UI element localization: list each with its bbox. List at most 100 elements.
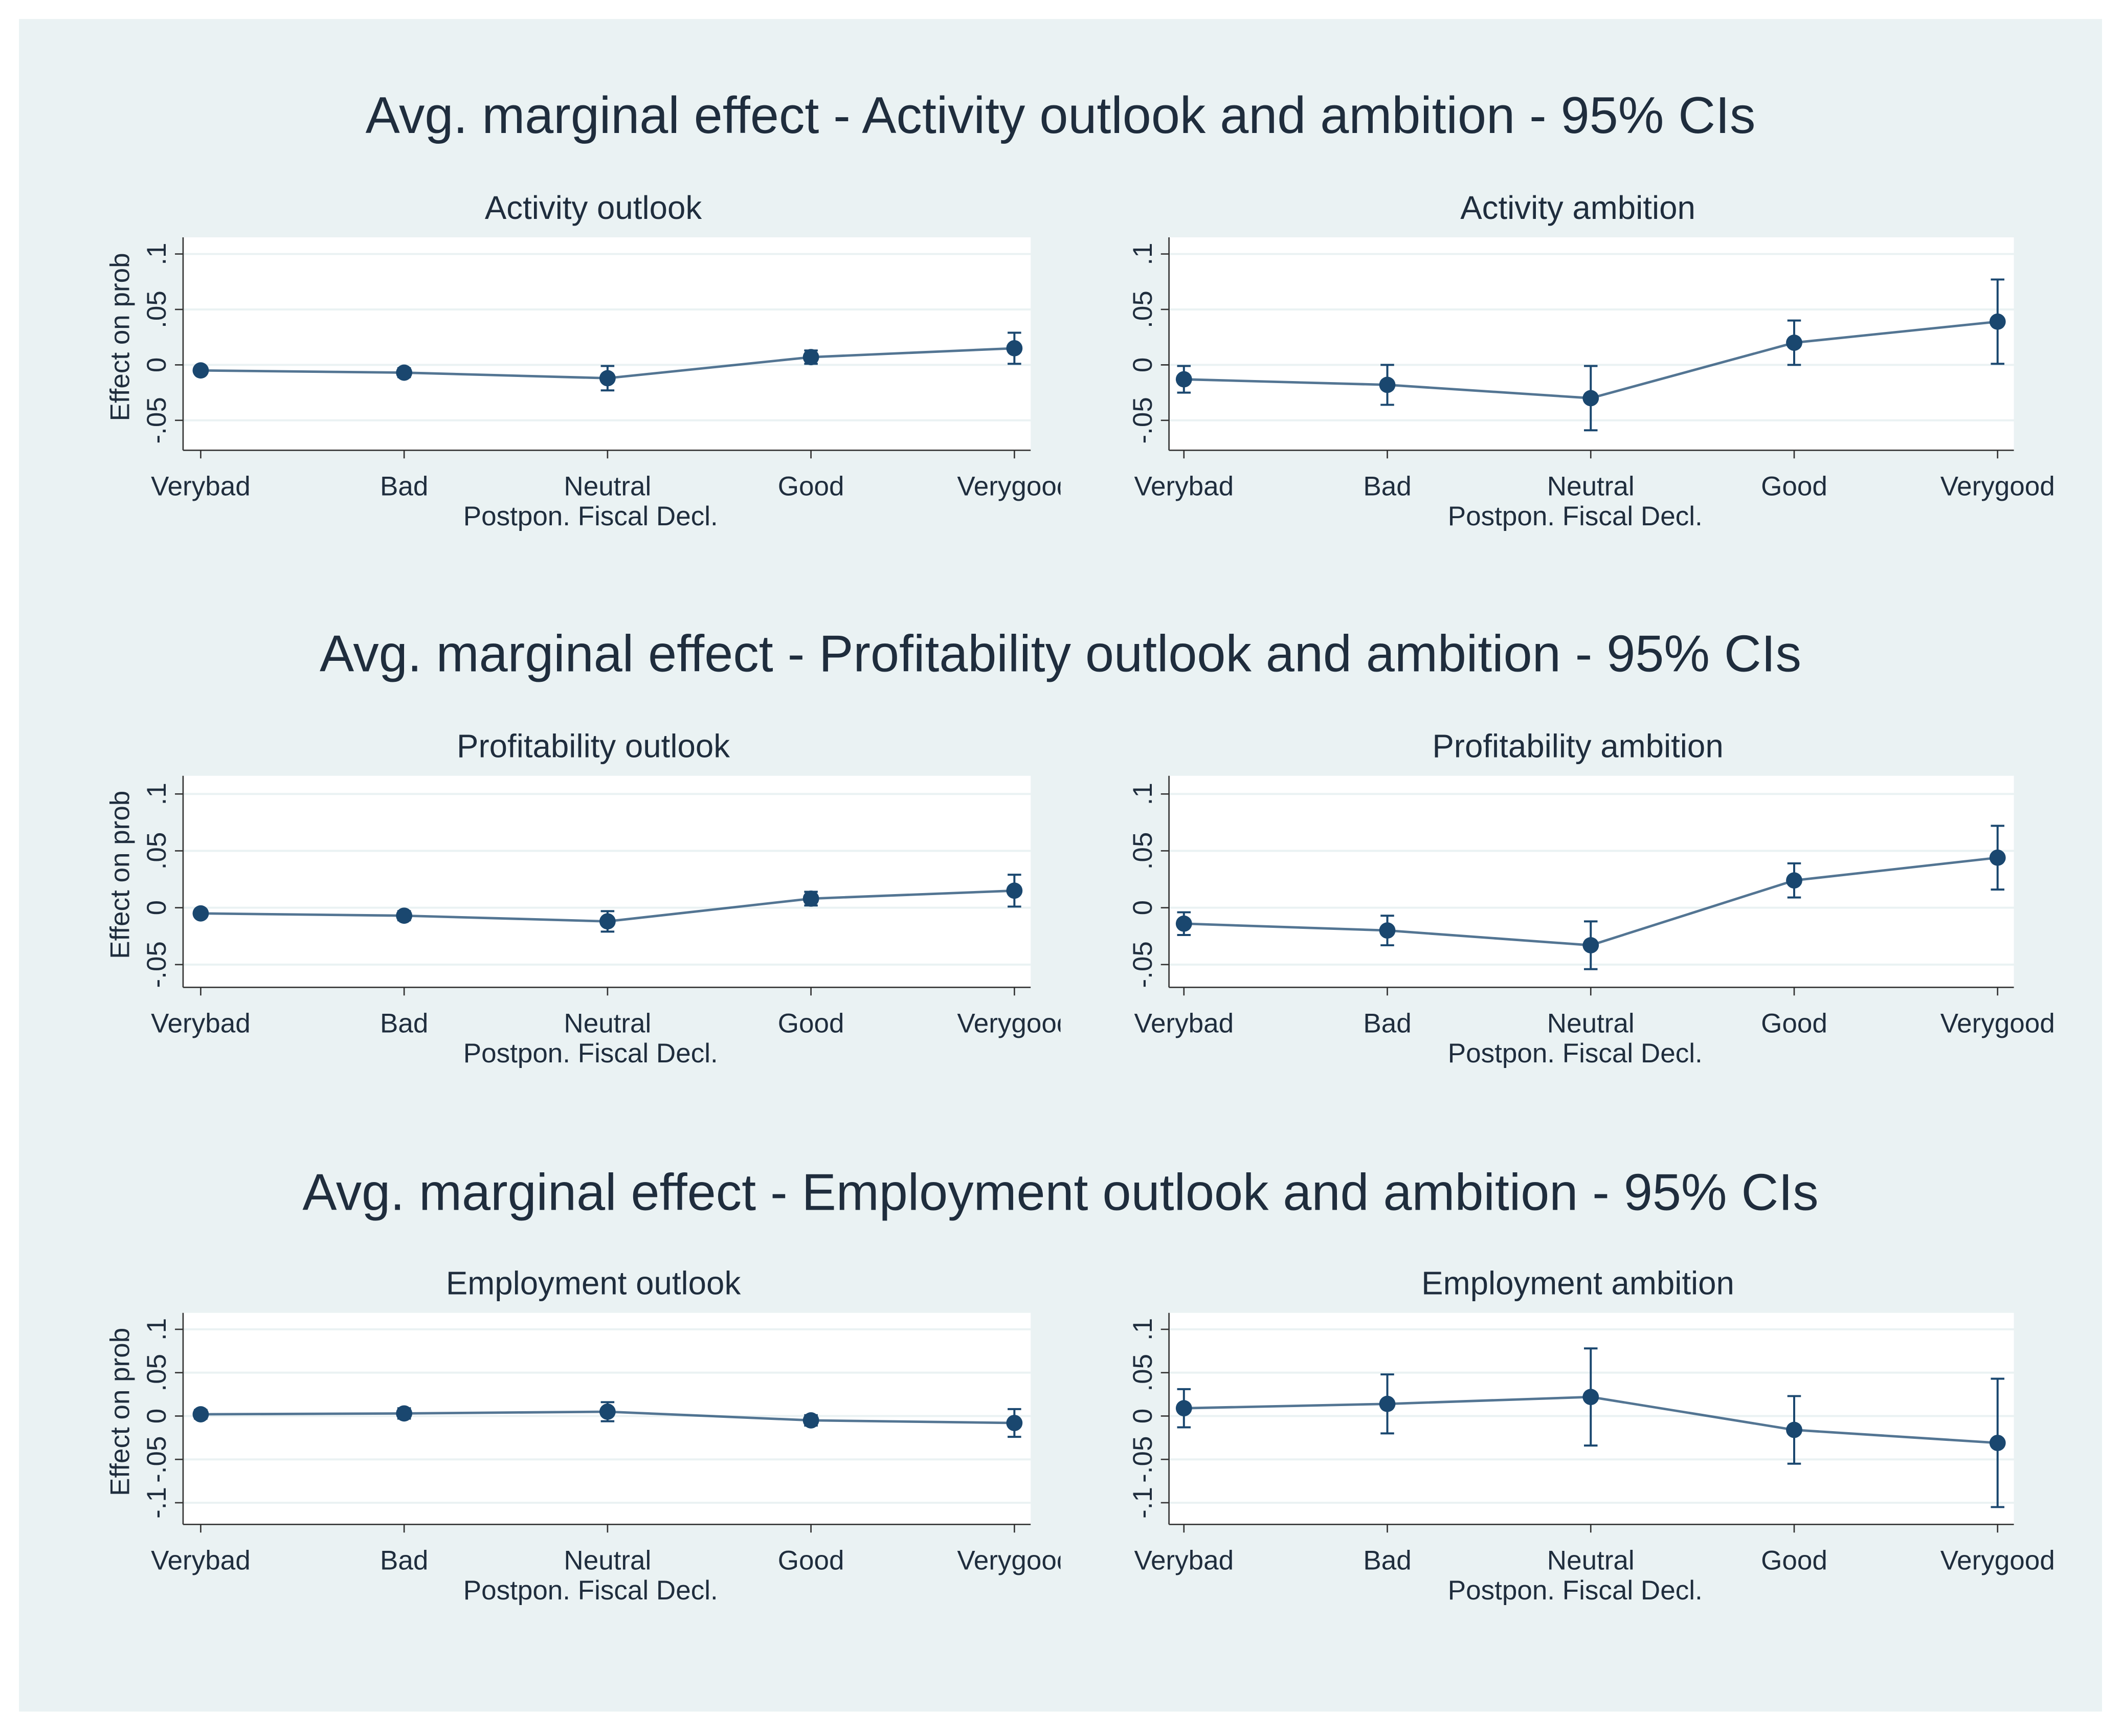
point — [1379, 376, 1396, 393]
x-tick-label: Neutral — [1547, 1009, 1635, 1039]
y-tick-label: -.05 — [142, 397, 172, 443]
x-tick-label: Good — [778, 472, 844, 502]
y-tick-label: -.05 — [142, 1436, 172, 1483]
y-tick-label: -.1 — [1128, 1487, 1158, 1519]
y-tick-label: -.05 — [142, 941, 172, 988]
x-tick-label: Verybad — [151, 1009, 251, 1039]
x-tick-label: Good — [1761, 472, 1827, 502]
point — [802, 349, 819, 366]
x-axis-label: Postpon. Fiscal Decl. — [463, 501, 718, 531]
panel: Profitability outlook -.05 0 .05 .1 Verybad Ba… — [105, 728, 1061, 1069]
panel: Activity ambition -.05 0 .05 .1 Verybad Bad Neu… — [1128, 190, 2055, 531]
point — [1786, 335, 1802, 351]
point — [1989, 849, 2006, 866]
x-tick-label: Good — [1761, 1009, 1827, 1039]
point — [1006, 882, 1023, 899]
x-tick-label: Verygood — [957, 472, 1071, 502]
point — [1989, 313, 2006, 330]
y-tick-label: -.05 — [1128, 1436, 1158, 1483]
x-tick-label: Good — [778, 1009, 844, 1039]
section-title: Avg. marginal effect - Employment outloo… — [302, 1164, 1818, 1221]
point — [192, 362, 209, 379]
point — [1786, 872, 1802, 889]
y-tick-label: .1 — [142, 1318, 172, 1341]
point — [396, 364, 413, 381]
x-tick-label: Neutral — [564, 472, 651, 502]
point — [1582, 1389, 1599, 1406]
x-tick-label: Verygood — [1940, 1009, 2055, 1039]
point — [599, 370, 616, 387]
x-axis-label: Postpon. Fiscal Decl. — [1448, 501, 1703, 531]
point — [192, 905, 209, 922]
point — [1582, 937, 1599, 953]
y-tick-label: .05 — [142, 832, 172, 870]
y-tick-label: 0 — [1128, 900, 1158, 916]
x-tick-label: Verybad — [1134, 1009, 1234, 1039]
subplot-title: Profitability ambition — [1432, 728, 1723, 764]
y-axis-label: Effect on prob — [105, 791, 136, 959]
x-tick-label: Verygood — [1940, 1546, 2055, 1576]
y-tick-label: .05 — [142, 291, 172, 328]
x-axis-label: Postpon. Fiscal Decl. — [463, 1575, 718, 1606]
y-tick-label: .1 — [1128, 242, 1158, 265]
x-tick-label: Neutral — [564, 1546, 651, 1576]
y-axis-label: Effect on prob — [105, 253, 136, 421]
y-tick-label: 0 — [142, 900, 172, 915]
point — [396, 1405, 413, 1422]
x-tick-label: Bad — [380, 1546, 428, 1576]
x-tick-label: Verybad — [151, 1546, 251, 1576]
point — [1786, 1421, 1802, 1438]
y-tick-label: 0 — [1128, 358, 1158, 372]
panel: Profitability ambition -.05 0 .05 .1 Verybad B… — [1128, 728, 2055, 1068]
x-tick-label: Good — [778, 1546, 844, 1576]
section-title: Avg. marginal effect - Activity outlook … — [366, 87, 1756, 144]
subplot-title: Employment outlook — [446, 1265, 741, 1301]
y-tick-label: .1 — [1128, 783, 1158, 805]
point — [599, 913, 616, 930]
x-tick-label: Verygood — [957, 1546, 1071, 1576]
y-tick-label: 0 — [142, 1409, 172, 1424]
y-tick-label: .1 — [1128, 1318, 1158, 1341]
y-tick-label: -.05 — [1128, 397, 1158, 443]
subplot-title: Activity outlook — [485, 190, 702, 226]
y-tick-label: 0 — [142, 358, 172, 373]
x-axis-label: Postpon. Fiscal Decl. — [463, 1038, 718, 1069]
x-tick-label: Good — [1761, 1546, 1827, 1576]
y-axis-label: Effect on prob — [105, 1328, 136, 1496]
x-tick-label: Bad — [380, 472, 428, 502]
panel: Employment outlook -.1 -.05 0 .05 .1 Verybad Ba… — [105, 1265, 1071, 1606]
subplot-title: Employment ambition — [1421, 1265, 1734, 1301]
y-tick-label: 0 — [1128, 1409, 1158, 1424]
point — [1175, 915, 1192, 932]
x-tick-label: Bad — [380, 1009, 428, 1039]
panel: Activity outlook -.05 0 .05 .1 Verybad Bad Neut… — [105, 190, 1071, 531]
y-tick-label: .05 — [1128, 291, 1158, 328]
x-tick-label: Neutral — [1547, 1546, 1635, 1576]
subplot-title: Profitability outlook — [457, 728, 730, 764]
x-tick-label: Neutral — [1547, 472, 1635, 502]
plot-area — [183, 237, 1031, 451]
x-tick-label: Verybad — [151, 472, 251, 502]
plot-area — [183, 775, 1031, 988]
y-tick-label: .1 — [142, 242, 172, 265]
panel: Employment ambition -.1 -.05 0 .05 .1 Verybad B… — [1128, 1265, 2055, 1605]
x-tick-label: Neutral — [564, 1009, 651, 1039]
subplot-title: Activity ambition — [1460, 190, 1695, 226]
section-title: Avg. marginal effect - Profitability out… — [320, 626, 1801, 683]
point — [802, 1412, 819, 1429]
point — [1989, 1435, 2006, 1451]
point — [1379, 922, 1396, 939]
y-tick-label: -.05 — [1128, 941, 1158, 988]
x-tick-label: Bad — [1363, 1009, 1411, 1039]
x-tick-label: Verybad — [1134, 1546, 1234, 1576]
point — [1006, 340, 1023, 357]
y-tick-label: .05 — [1128, 1354, 1158, 1392]
point — [1379, 1395, 1396, 1412]
x-axis-label: Postpon. Fiscal Decl. — [1448, 1038, 1703, 1069]
point — [1175, 1400, 1192, 1417]
y-tick-label: .05 — [142, 1354, 172, 1392]
x-tick-label: Verygood — [1940, 472, 2055, 502]
point — [192, 1406, 209, 1422]
x-tick-label: Verybad — [1134, 472, 1234, 502]
